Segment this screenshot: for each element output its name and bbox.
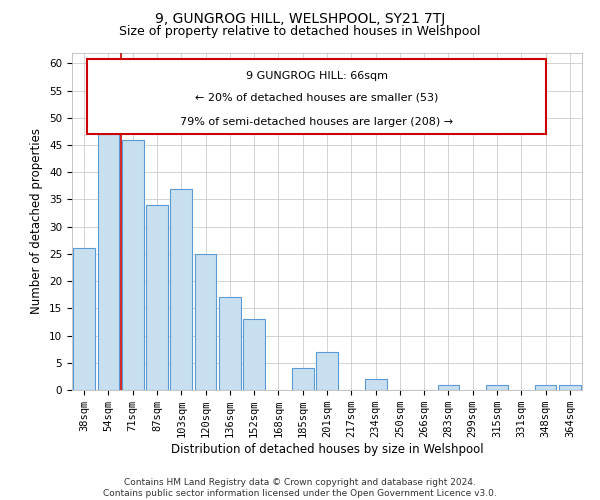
Bar: [437, 384, 460, 390]
FancyBboxPatch shape: [88, 59, 546, 134]
Bar: [316, 352, 338, 390]
Y-axis label: Number of detached properties: Number of detached properties: [31, 128, 43, 314]
Bar: [365, 379, 386, 390]
Bar: [243, 319, 265, 390]
Text: 9, GUNGROG HILL, WELSHPOOL, SY21 7TJ: 9, GUNGROG HILL, WELSHPOOL, SY21 7TJ: [155, 12, 445, 26]
X-axis label: Distribution of detached houses by size in Welshpool: Distribution of detached houses by size …: [170, 443, 484, 456]
Text: 79% of semi-detached houses are larger (208) →: 79% of semi-detached houses are larger (…: [180, 116, 454, 126]
Text: 9 GUNGROG HILL: 66sqm: 9 GUNGROG HILL: 66sqm: [246, 70, 388, 81]
Bar: [97, 134, 119, 390]
Bar: [73, 248, 95, 390]
Bar: [292, 368, 314, 390]
Bar: [194, 254, 217, 390]
Bar: [146, 205, 168, 390]
Text: Size of property relative to detached houses in Welshpool: Size of property relative to detached ho…: [119, 25, 481, 38]
Bar: [170, 188, 192, 390]
Bar: [122, 140, 143, 390]
Bar: [535, 384, 556, 390]
Bar: [559, 384, 581, 390]
Text: ← 20% of detached houses are smaller (53): ← 20% of detached houses are smaller (53…: [195, 93, 439, 103]
Bar: [219, 298, 241, 390]
Bar: [486, 384, 508, 390]
Text: Contains HM Land Registry data © Crown copyright and database right 2024.
Contai: Contains HM Land Registry data © Crown c…: [103, 478, 497, 498]
